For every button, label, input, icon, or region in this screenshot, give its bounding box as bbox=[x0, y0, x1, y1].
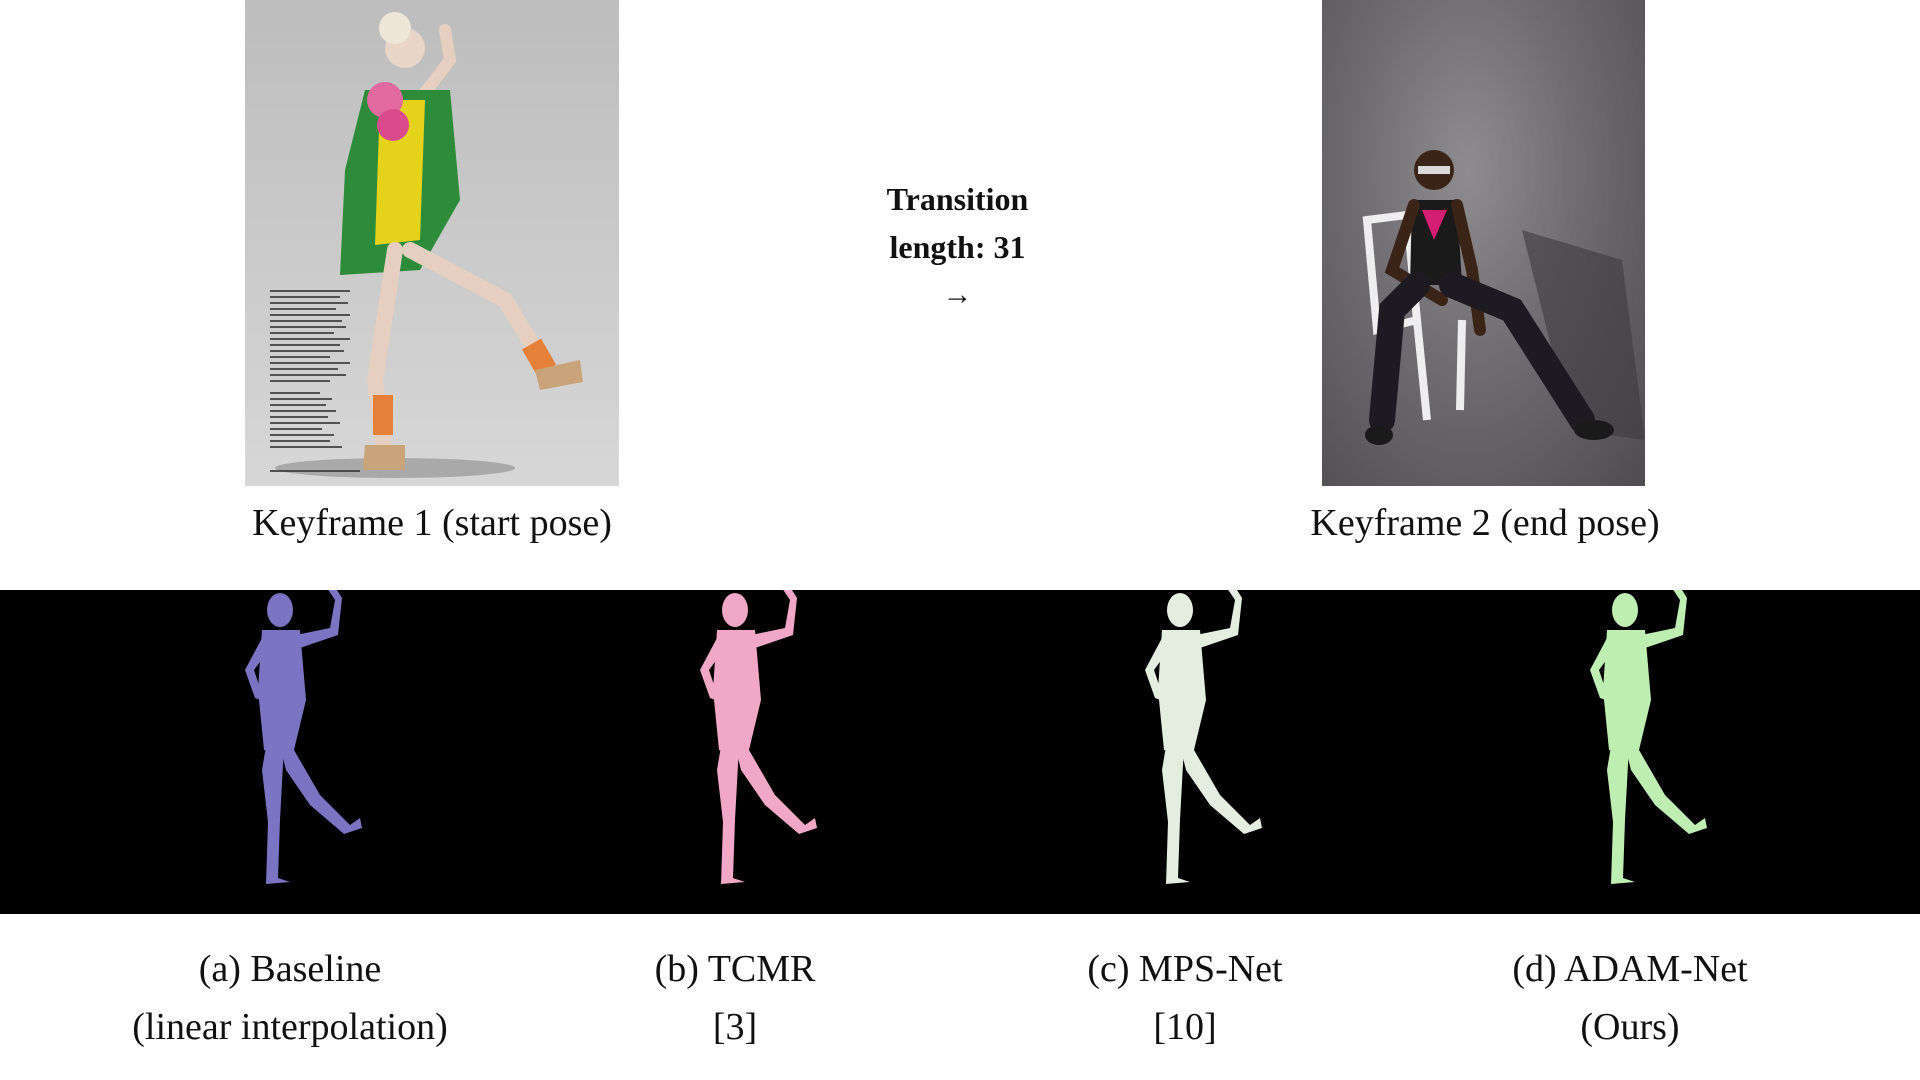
method-note: (linear interpolation) bbox=[132, 1006, 448, 1048]
mesh-renders bbox=[245, 590, 1707, 884]
keyframe2-photo bbox=[1322, 0, 1645, 486]
keyframe1-caption: Keyframe 1 (start pose) bbox=[252, 502, 612, 544]
transition-title: Transition bbox=[886, 181, 1029, 217]
mesh-adam-net bbox=[1590, 590, 1707, 884]
method-name: (c) MPS-Net bbox=[1087, 948, 1283, 990]
transition-length: length: 31 bbox=[889, 229, 1026, 265]
method-citation: [3] bbox=[712, 1006, 758, 1048]
method-name: (b) TCMR bbox=[654, 948, 816, 990]
method-name: (a) Baseline bbox=[198, 948, 382, 990]
mesh-mps-net bbox=[1145, 590, 1262, 884]
keyframe2-figure bbox=[1362, 150, 1645, 445]
mesh-tcmr bbox=[700, 590, 817, 884]
keyframe1-figure bbox=[270, 12, 583, 478]
right-arrow-icon: → bbox=[942, 278, 973, 311]
method-caption-adam-net: (d) ADAM-Net (Ours) bbox=[1440, 940, 1820, 1056]
method-caption-baseline: (a) Baseline (linear interpolation) bbox=[85, 940, 495, 1056]
keyframe2-caption: Keyframe 2 (end pose) bbox=[1310, 502, 1660, 544]
keyframe1-photo bbox=[245, 0, 619, 486]
method-citation: [10] bbox=[1153, 1006, 1217, 1048]
transition-label: Transition length: 31 → bbox=[830, 175, 1085, 319]
method-caption-mps-net: (c) MPS-Net [10] bbox=[1020, 940, 1350, 1056]
method-caption-tcmr: (b) TCMR [3] bbox=[570, 940, 900, 1056]
method-name: (d) ADAM-Net bbox=[1512, 948, 1748, 990]
mesh-baseline bbox=[245, 590, 362, 884]
render-strip bbox=[0, 590, 1920, 914]
method-note: (Ours) bbox=[1580, 1006, 1680, 1048]
